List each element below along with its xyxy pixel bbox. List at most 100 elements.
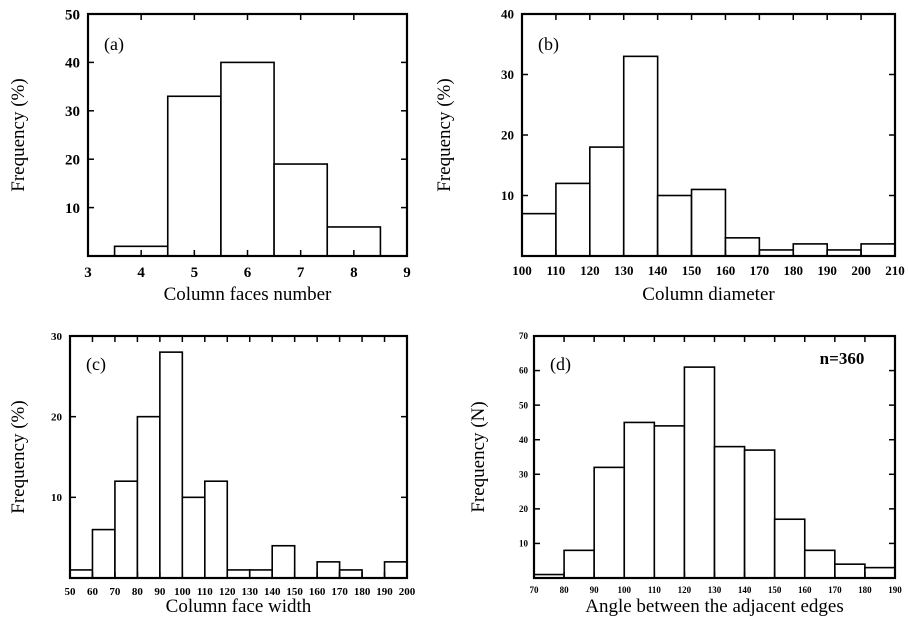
y-tick-label: 10 [51, 492, 63, 504]
histogram-bar [248, 569, 274, 579]
x-tick-label: 160 [716, 263, 736, 278]
x-tick-label: 130 [241, 586, 258, 598]
histogram-bar [656, 194, 693, 257]
y-tick-label: 20 [65, 152, 80, 168]
y-tick-label: 20 [519, 504, 529, 514]
histogram-bar [860, 243, 896, 257]
y-tick-label: 10 [501, 188, 514, 203]
histogram-bar [114, 480, 139, 579]
x-tick-label: 180 [784, 263, 804, 278]
y-tick-label: 30 [51, 331, 63, 343]
histogram-bar [220, 61, 275, 257]
x-tick-label: 150 [286, 586, 303, 598]
x-tick-label: 120 [580, 263, 600, 278]
x-tick-label: 140 [264, 586, 281, 598]
y-tick-label: 10 [65, 201, 80, 217]
plot-frame [68, 334, 409, 580]
x-tick-label: 100 [618, 585, 632, 595]
x-tick-label: 150 [768, 585, 782, 595]
x-tick-label: 200 [851, 263, 871, 278]
y-tick-label: 50 [65, 7, 80, 23]
histogram-bar [792, 243, 828, 257]
x-tick-label: 120 [219, 586, 236, 598]
y-axis-title: Frequency (%) [8, 78, 29, 191]
x-tick-label: 130 [708, 585, 722, 595]
x-axis-title: Column faces number [164, 284, 332, 305]
x-tick-label: 9 [403, 265, 411, 281]
panel-label: (d) [550, 354, 571, 375]
x-tick-label: 70 [109, 586, 121, 598]
x-tick-label: 8 [350, 265, 358, 281]
y-tick-label: 40 [501, 7, 514, 22]
x-tick-label: 170 [331, 586, 348, 598]
x-tick-label: 160 [309, 586, 326, 598]
x-tick-label: 190 [888, 585, 902, 595]
histogram-bar [653, 425, 686, 579]
histogram-bar [226, 569, 251, 579]
x-tick-label: 60 [87, 586, 99, 598]
x-tick-label: 190 [376, 586, 393, 598]
x-axis-title: Angle between the adjacent edges [585, 596, 844, 617]
histogram-bar [383, 561, 408, 579]
histogram-bar [91, 528, 116, 579]
panel-label: (b) [538, 34, 559, 55]
histogram-bar [271, 544, 296, 579]
histogram-bar [181, 496, 206, 579]
x-tick-label: 80 [560, 585, 570, 595]
y-tick-label: 40 [65, 56, 80, 72]
x-tick-label: 200 [399, 586, 416, 598]
chart-panel-c: 50 60 70 80 90 100 110 120 130 140 150 160 170 180 190… [8, 331, 416, 617]
x-tick-label: 150 [682, 263, 702, 278]
histogram-bar [338, 569, 363, 579]
x-tick-label: 3 [84, 265, 92, 281]
x-tick-label: 7 [297, 265, 305, 281]
histogram-bar [622, 55, 659, 257]
histogram-bar [743, 449, 776, 579]
y-tick-label: 70 [519, 331, 529, 341]
y-axis-title: Frequency (N) [468, 401, 489, 512]
x-tick-label: 170 [750, 263, 770, 278]
x-tick-label: 110 [547, 263, 566, 278]
x-tick-label: 180 [858, 585, 872, 595]
histogram-bar [316, 561, 341, 579]
histogram-bar [521, 212, 557, 257]
x-tick-label: 210 [885, 263, 905, 278]
histogram-bar [593, 466, 626, 579]
chart-panel-b: 100 110 120 130 140 150 160 170 180 190 200 210 10 20… [434, 7, 905, 305]
x-axis-title: Column diameter [642, 284, 775, 305]
histogram-bar [803, 549, 836, 579]
x-tick-label: 50 [65, 586, 77, 598]
x-tick-label: 130 [614, 263, 634, 278]
y-tick-label: 20 [51, 412, 63, 424]
histogram-bar [713, 445, 746, 579]
histogram-bar [563, 549, 595, 579]
histogram-bar [834, 563, 866, 579]
sample-count-annotation: n=360 [820, 349, 865, 368]
histogram-bar [690, 188, 727, 257]
histogram-bar [69, 569, 94, 579]
x-tick-label: 190 [817, 263, 837, 278]
y-axis-title: Frequency (%) [8, 400, 29, 513]
histogram-bar [623, 421, 656, 579]
x-tick-label: 110 [648, 585, 662, 595]
x-axis-title: Column face width [166, 596, 312, 617]
x-tick-label: 80 [132, 586, 144, 598]
x-tick-label: 140 [648, 263, 668, 278]
x-tick-label: 120 [678, 585, 692, 595]
x-tick-label: 4 [137, 265, 145, 281]
y-tick-label: 10 [519, 539, 529, 549]
y-tick-label: 50 [519, 400, 529, 410]
y-tick-label: 20 [501, 128, 514, 143]
histogram-bar [864, 566, 896, 579]
histogram-bar [773, 518, 806, 579]
x-tick-label: 6 [244, 265, 252, 281]
histogram-bar [204, 480, 229, 579]
x-tick-label: 180 [354, 586, 371, 598]
histogram-bar [159, 351, 184, 579]
y-tick-label: 60 [519, 366, 529, 376]
histogram-bar [326, 226, 382, 257]
histogram-bar [136, 415, 161, 579]
x-tick-label: 5 [191, 265, 199, 281]
x-tick-label: 90 [154, 586, 166, 598]
